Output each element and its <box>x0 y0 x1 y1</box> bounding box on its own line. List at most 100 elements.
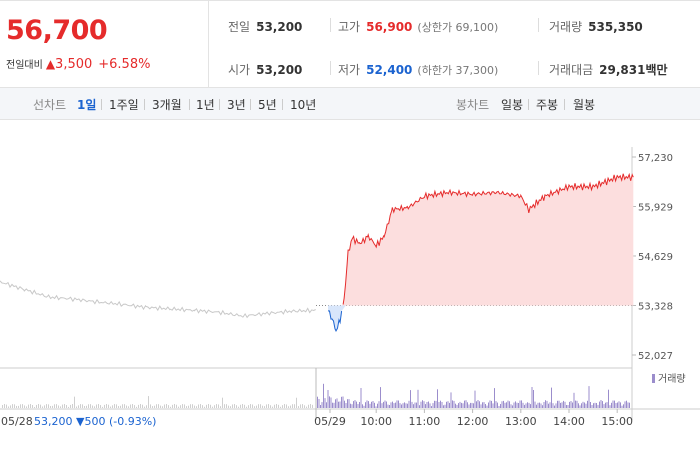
price-up-fill <box>328 173 634 306</box>
volume-bar <box>371 401 372 408</box>
volume-bar <box>438 402 440 408</box>
volume-bar <box>558 400 560 408</box>
volume-bar <box>353 401 354 408</box>
tab-3year[interactable]: 3년 <box>227 98 246 112</box>
volume-bar <box>327 390 329 408</box>
volume-bar <box>78 405 79 408</box>
volume-bar <box>455 403 456 408</box>
tab-5year[interactable]: 5년 <box>258 98 277 112</box>
upper-limit: (상한가 69,100) <box>417 21 499 34</box>
tab-weekly-candle[interactable]: 주봉 <box>536 98 559 112</box>
volume-bar <box>456 404 458 408</box>
volume-bar <box>410 390 411 408</box>
volume-bar <box>256 405 257 408</box>
volume-bar <box>98 404 99 408</box>
volume-bar <box>428 401 429 408</box>
volume-bar <box>22 404 23 408</box>
volume-bar <box>172 404 173 408</box>
volume-bar <box>6 404 7 408</box>
tab-daily-candle[interactable]: 일봉 <box>501 98 524 112</box>
tab-10year[interactable]: 10년 <box>290 98 317 112</box>
volume-bar <box>578 403 579 408</box>
tab-1week[interactable]: 1주일 <box>109 98 139 112</box>
stat-high: 고가 56,900 (상한가 69,100) <box>338 18 498 35</box>
volume-bar <box>26 406 27 408</box>
volume-bar <box>458 403 459 408</box>
volume-bar <box>527 402 528 408</box>
volume-bar <box>184 404 185 408</box>
volume-bars <box>2 383 630 408</box>
volume-bar <box>38 404 39 408</box>
volume-bar <box>422 400 423 408</box>
volume-bar <box>534 401 536 408</box>
volume-bar <box>92 405 93 408</box>
volume-bar <box>584 402 585 408</box>
volume-bar <box>150 404 151 408</box>
tab-3month[interactable]: 3개월 <box>152 98 182 112</box>
volume-bar <box>326 402 327 408</box>
tab-1year[interactable]: 1년 <box>196 98 215 112</box>
volume-bar <box>242 404 243 408</box>
tab-monthly-candle[interactable]: 월봉 <box>573 98 596 112</box>
volume-bar <box>40 404 41 408</box>
volume-bar <box>266 404 267 408</box>
volume-bar <box>18 405 19 408</box>
volume-bar <box>381 403 383 408</box>
volume-bar <box>465 400 467 408</box>
volume-bar <box>282 405 283 408</box>
volume-bar <box>144 406 145 408</box>
volume-bar <box>554 405 555 408</box>
volume-bar <box>52 405 53 408</box>
volume-bar <box>503 400 504 408</box>
volume-bar <box>476 401 477 408</box>
volume-bar <box>136 406 137 408</box>
volume-bar <box>28 404 29 408</box>
volume-bar <box>369 403 371 408</box>
volume-bar <box>549 402 551 408</box>
volume-bar <box>324 398 326 408</box>
volume-bar <box>621 405 623 408</box>
volume-bar <box>375 406 377 408</box>
volume-bar <box>461 402 462 408</box>
volume-bar <box>486 405 488 408</box>
volume-bar <box>612 400 614 408</box>
previous-day-line <box>0 280 316 319</box>
volume-bar <box>555 403 557 408</box>
volume-bar <box>495 401 497 408</box>
volume-bar <box>540 403 542 408</box>
volume-bar <box>623 404 624 408</box>
volume-bar <box>106 404 107 408</box>
volume-bar <box>58 405 59 408</box>
y-tick-label: 55,929 <box>638 203 673 214</box>
intraday-price-chart: 57,230 55,929 54,629 53,328 52,027 거래량 05/29 10… <box>0 147 700 428</box>
volume-bar <box>128 406 129 408</box>
volume-bar <box>294 404 295 408</box>
volume-bar <box>411 401 413 408</box>
volume-bar <box>533 390 534 408</box>
change-amount: 3,500 <box>55 57 93 72</box>
volume-bar <box>214 405 215 408</box>
volume-bar <box>210 404 211 408</box>
volume-bar <box>470 402 471 408</box>
volume-bar <box>560 402 561 408</box>
volume-bar <box>602 401 603 408</box>
volume-bar <box>94 406 95 408</box>
volume-bar <box>368 401 369 408</box>
divider <box>528 99 529 110</box>
volume-bar <box>587 400 588 408</box>
volume-bar <box>626 400 627 408</box>
volume-bar <box>102 406 103 408</box>
stat-label: 저가 <box>338 63 361 77</box>
divider <box>144 99 145 110</box>
volume-bar <box>90 404 91 408</box>
volume-bar <box>204 406 205 408</box>
volume-bar <box>228 405 229 408</box>
volume-bar <box>522 402 524 408</box>
tab-1day[interactable]: 1일 <box>77 98 97 112</box>
volume-bar <box>615 403 617 408</box>
volume-bar <box>278 404 279 408</box>
quote-header: 56,700 전일대비 ▲3,500 +6.58% 전일 53,200 고가 56,90… <box>0 0 700 88</box>
volume-bar <box>399 403 401 408</box>
volume-bar <box>393 403 395 408</box>
stat-prev-close: 전일 53,200 <box>228 18 302 35</box>
